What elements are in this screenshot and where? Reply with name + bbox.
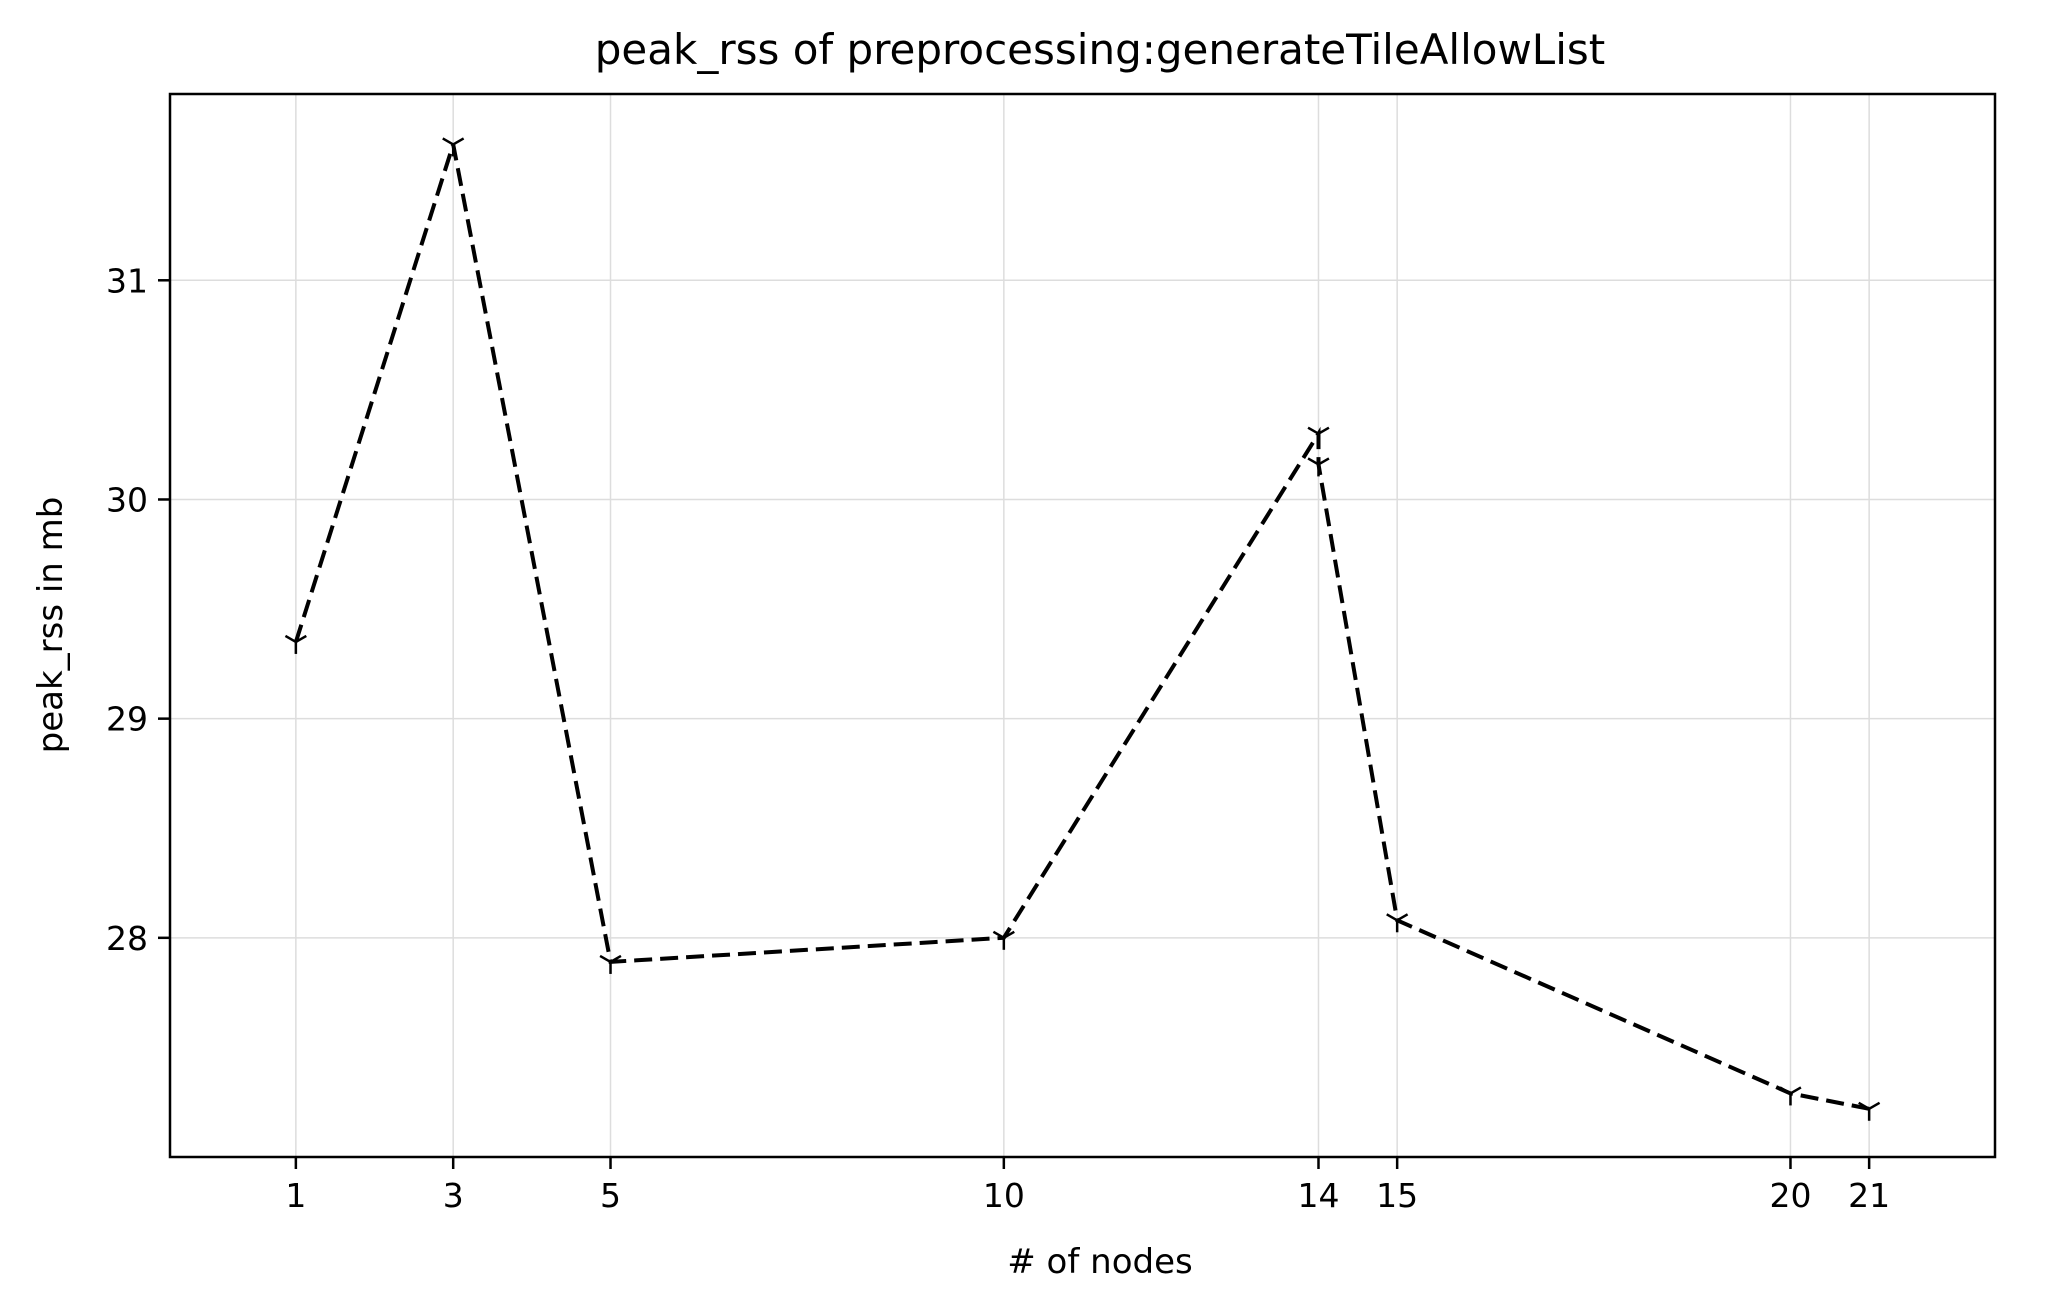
grid (170, 94, 1995, 1157)
y-tick-label: 31 (106, 261, 148, 300)
x-tick-label: 15 (1376, 1176, 1418, 1215)
data-point (599, 954, 622, 974)
series-line (293, 143, 1870, 1111)
y-axis-label: peak_rss in mb (31, 497, 71, 754)
x-tick-label: 20 (1769, 1176, 1811, 1215)
plot-area (168, 92, 1997, 1159)
x-tick-label: 21 (1848, 1176, 1890, 1215)
y-tick-label: 30 (106, 480, 148, 519)
data-point-stroke (284, 634, 297, 644)
data-point-stroke (609, 954, 622, 964)
data-point-stroke (1386, 913, 1398, 922)
data-point-stroke (295, 634, 307, 644)
data-point-stroke (1317, 426, 1330, 435)
data-point-stroke (1858, 1101, 1870, 1110)
data-point (1858, 1101, 1881, 1121)
y-axis: 28 29 30 31 (106, 261, 170, 958)
data-point (1386, 913, 1409, 933)
x-tick-label: 14 (1297, 1176, 1339, 1215)
x-tick-label: 3 (443, 1176, 464, 1215)
x-tick-label: 5 (600, 1176, 621, 1215)
data-point (1307, 457, 1330, 477)
data-point (1779, 1086, 1802, 1106)
y-tick-label: 28 (106, 919, 148, 958)
data-point-stroke (1789, 1086, 1802, 1095)
data-point-stroke (1003, 930, 1015, 939)
data-point-stroke (1396, 913, 1409, 922)
data-point-stroke (1307, 426, 1320, 435)
data-point (1307, 426, 1330, 446)
data-point (992, 930, 1015, 950)
x-axis-label: # of nodes (1007, 1242, 1192, 1282)
data-point-stroke (992, 930, 1005, 939)
data-point (442, 137, 465, 157)
data-point-stroke (1868, 1101, 1881, 1110)
data-point-stroke (1779, 1086, 1792, 1095)
data-point-stroke (1307, 457, 1320, 466)
x-tick-label: 1 (285, 1176, 306, 1215)
data-point (284, 634, 307, 654)
y-tick-label: 29 (106, 700, 148, 739)
series-markers (284, 137, 1881, 1121)
x-tick-label: 10 (983, 1176, 1025, 1215)
data-point-stroke (1317, 457, 1330, 466)
data-point-stroke (452, 137, 465, 146)
data-point-stroke (599, 954, 612, 964)
chart-title: peak_rss of preprocessing:generateTileAl… (595, 25, 1605, 74)
x-axis: 1 3 5 10 14 15 20 21 (285, 1157, 1890, 1215)
data-point-stroke (442, 137, 454, 146)
